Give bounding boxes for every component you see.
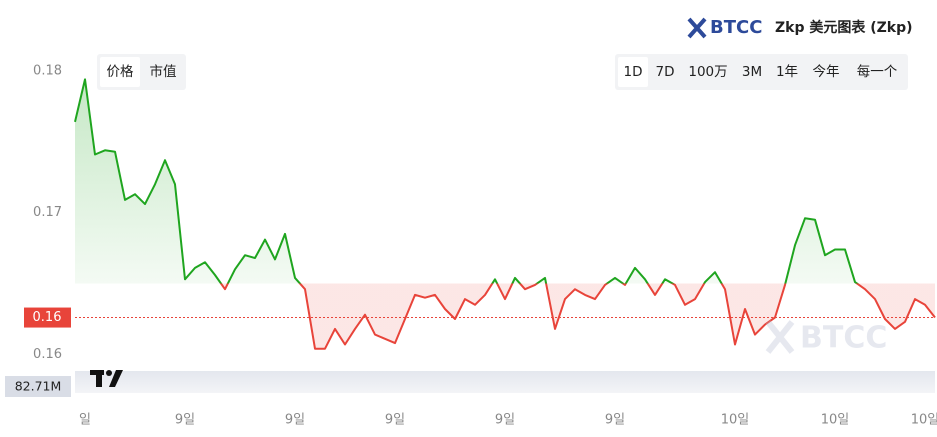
watermark-text: BTCC bbox=[800, 321, 887, 356]
x-tick-label: 9일 bbox=[495, 413, 515, 428]
range-button[interactable]: 100万 bbox=[688, 64, 727, 80]
toggle-button[interactable]: 价格 bbox=[107, 64, 134, 80]
brand: BTCC bbox=[710, 17, 762, 38]
plot bbox=[74, 78, 936, 350]
range-button[interactable]: 1D bbox=[624, 64, 643, 80]
price-area bbox=[75, 79, 935, 349]
x-tick-label: 9일 bbox=[175, 413, 195, 428]
volume-label-box bbox=[5, 376, 71, 397]
watermark: BTCC bbox=[765, 320, 887, 356]
volume-label: 82.71M bbox=[15, 379, 62, 394]
volume-band bbox=[75, 371, 935, 393]
y-tick-label: 0.17 bbox=[33, 205, 62, 220]
range-button[interactable]: 3M bbox=[742, 64, 762, 80]
range-active bbox=[618, 57, 648, 87]
tv-logo bbox=[90, 370, 123, 387]
y-tick-label: 0.18 bbox=[33, 63, 62, 78]
x-tick-label: 10일 bbox=[911, 413, 937, 428]
x-tick-label: 일 bbox=[79, 413, 91, 428]
range-group bbox=[615, 54, 908, 90]
x-tick-label: 9일 bbox=[605, 413, 625, 428]
x-tick-label: 9일 bbox=[285, 413, 305, 428]
range-button[interactable]: 每一个 bbox=[857, 64, 898, 80]
price-line bbox=[74, 78, 936, 350]
chart-title: Zkp 美元图表 (Zkp) bbox=[775, 19, 913, 36]
toggle-active bbox=[100, 57, 140, 87]
range-button[interactable]: 7D bbox=[656, 64, 675, 80]
last-price-label: 0.16 bbox=[33, 310, 62, 325]
range-button[interactable]: 1年 bbox=[776, 64, 798, 80]
logo bbox=[687, 17, 707, 39]
y-tick-label: 0.16 bbox=[33, 347, 62, 362]
toggle-button[interactable]: 市值 bbox=[150, 63, 177, 80]
last-price-box bbox=[24, 307, 71, 328]
x-tick-label: 10일 bbox=[821, 413, 850, 428]
range-button[interactable]: 今年 bbox=[813, 64, 840, 80]
x-tick-label: 10일 bbox=[721, 413, 750, 428]
x-tick-label: 9일 bbox=[385, 413, 405, 428]
